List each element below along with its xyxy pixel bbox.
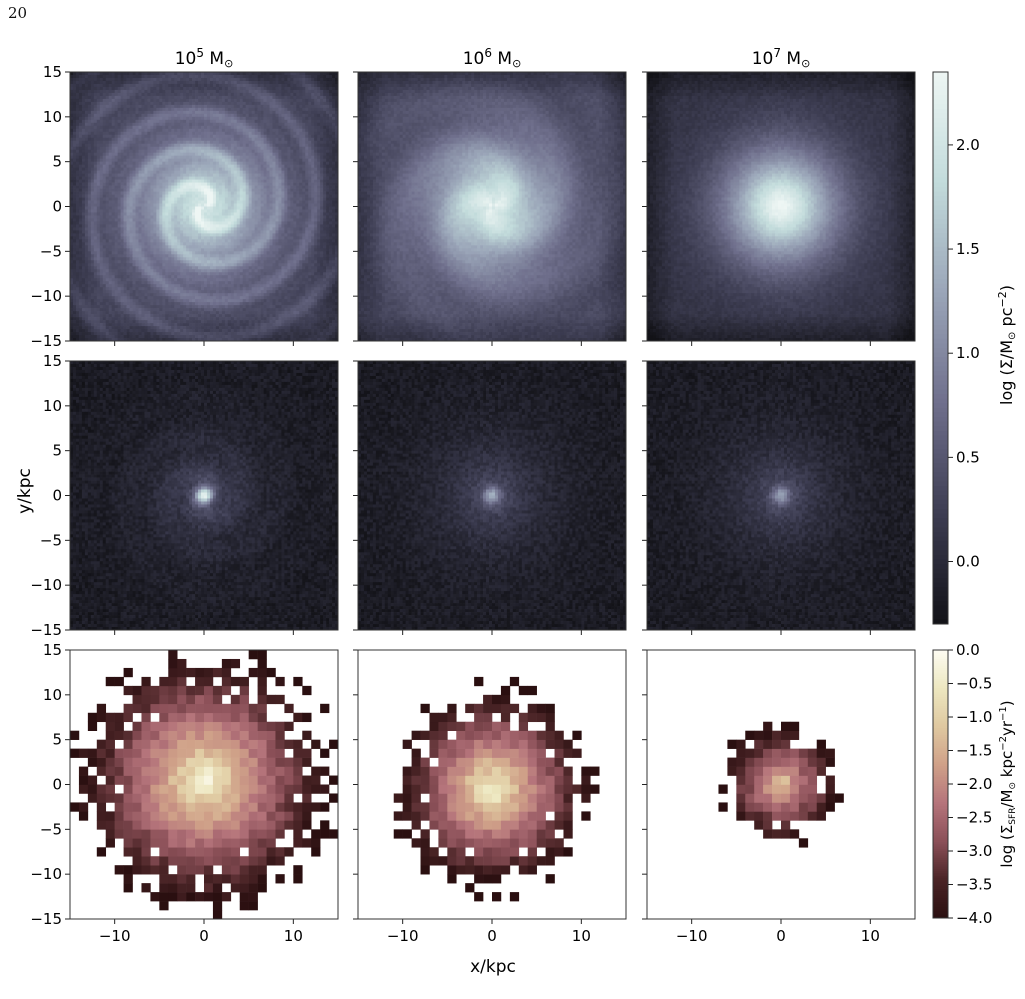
x-tick-label: 0 — [776, 927, 786, 945]
x-tick-label: 10 — [284, 927, 303, 945]
colorbar-tick-label: 1.0 — [956, 344, 980, 362]
panel-r1-c2 — [642, 360, 916, 635]
y-tick-label: 15 — [43, 63, 62, 81]
y-tick-label: 15 — [43, 641, 62, 659]
x-tick-label: 10 — [861, 927, 880, 945]
y-tick-label: 0 — [52, 776, 62, 794]
panel-frame — [357, 360, 627, 631]
y-tick-label: 0 — [52, 487, 62, 505]
density-map — [647, 361, 915, 630]
density-map — [70, 361, 338, 630]
colorbar-tick-label: 0.0 — [956, 553, 980, 571]
y-tick-label: 5 — [52, 153, 62, 171]
sfr-map — [393, 676, 600, 902]
panel-r1-c0: 15 10 5 0 −5 −10 −15 — [30, 352, 339, 639]
panel-frame — [69, 71, 339, 342]
page-number: 20 — [8, 4, 27, 22]
colorbar-upper: 0.0 0.5 1.0 1.5 2.0 log (Σ/M⊙ pc−2) — [932, 71, 1018, 625]
panel-frame — [646, 360, 916, 631]
column-title: 107 M⊙ — [752, 46, 811, 70]
panel-frame — [357, 71, 627, 342]
x-tick-label: 0 — [199, 927, 209, 945]
y-axis-label: y/kpc — [15, 468, 35, 514]
colorbar-tick-label: 1.5 — [956, 240, 980, 258]
y-tick-label: −15 — [30, 621, 62, 639]
y-tick-label: −10 — [30, 287, 62, 305]
colorbar-tick-label: −2.5 — [956, 809, 992, 827]
density-map — [358, 72, 626, 341]
y-tick-label: −10 — [30, 865, 62, 883]
density-map — [647, 72, 915, 341]
panel-frame — [69, 649, 339, 920]
x-axis-label: x/kpc — [470, 957, 516, 977]
y-tick-label: −5 — [40, 820, 62, 838]
panel-r0-c2 — [642, 71, 916, 346]
colorbar-tick-label: −3.5 — [956, 876, 992, 894]
colorbar-tick-label: −3.0 — [956, 842, 992, 860]
panel-r1-c1 — [353, 360, 627, 635]
y-tick-label: −15 — [30, 910, 62, 928]
density-map — [70, 72, 338, 341]
panel-r2-c0: −10 0 10 15 10 5 0 −5 −10 −15 — [30, 641, 339, 945]
y-tick-label: −15 — [30, 332, 62, 350]
y-tick-label: 0 — [52, 198, 62, 216]
column-title: 105 M⊙ — [175, 46, 234, 70]
sfr-map — [718, 721, 844, 848]
x-tick-label: −10 — [387, 927, 419, 945]
panel-frame — [69, 360, 339, 631]
colorbar-tick-label: −0.5 — [956, 675, 992, 693]
y-tick-label: −5 — [40, 242, 62, 260]
panel-r0-c1 — [353, 71, 627, 346]
x-tick-label: 0 — [487, 927, 497, 945]
panel-frame — [357, 649, 627, 920]
x-tick-label: 10 — [572, 927, 591, 945]
panel-frame — [646, 71, 916, 342]
colorbar-lower-label: log (ΣSFR/M⊙ kpc−2yr−1) — [998, 700, 1018, 867]
y-tick-label: −10 — [30, 576, 62, 594]
x-tick-label: −10 — [676, 927, 708, 945]
x-tick-label: −10 — [99, 927, 131, 945]
sfr-map — [70, 650, 338, 919]
y-tick-label: −5 — [40, 531, 62, 549]
y-tick-label: 15 — [43, 352, 62, 370]
panel-r2-c2: −10 0 10 — [642, 649, 916, 945]
panel-r0-c0: 15 10 5 0 −5 −10 −15 — [30, 63, 339, 350]
colorbar-tick-label: 0.5 — [956, 448, 980, 466]
y-tick-label: 10 — [43, 397, 62, 415]
panel-r2-c1: −10 0 10 — [353, 649, 627, 945]
colorbar-lower: 0.0 −0.5 −1.0 −1.5 −2.0 −2.5 −3.0 −3.5 −4.0 log (… — [932, 641, 1018, 927]
panel-frame — [646, 649, 916, 920]
y-tick-label: 5 — [52, 731, 62, 749]
colorbar-tick-label: −2.0 — [956, 775, 992, 793]
colorbar-tick-label: −1.0 — [956, 708, 992, 726]
y-tick-label: 5 — [52, 442, 62, 460]
y-tick-label: 10 — [43, 108, 62, 126]
colorbar-tick-label: −1.5 — [956, 742, 992, 760]
colorbar-tick-label: 2.0 — [956, 136, 980, 154]
density-map — [358, 361, 626, 630]
y-tick-label: 10 — [43, 686, 62, 704]
column-title: 106 M⊙ — [463, 46, 522, 70]
colorbar-tick-label: −4.0 — [956, 909, 992, 927]
colorbar-tick-label: 0.0 — [956, 641, 980, 659]
colorbar-upper-label: log (Σ/M⊙ pc−2) — [996, 285, 1018, 405]
